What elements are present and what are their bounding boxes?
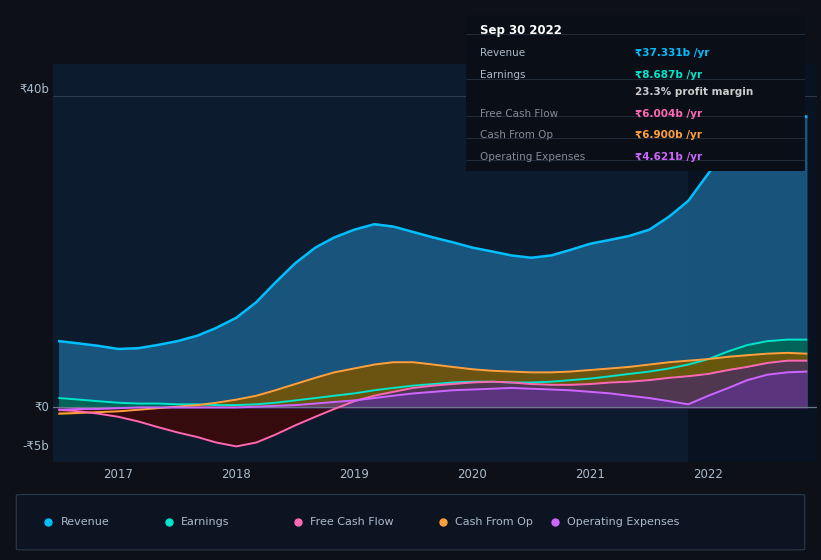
Bar <box>688 64 817 462</box>
Text: Free Cash Flow: Free Cash Flow <box>479 109 558 119</box>
Text: ₹4.621b /yr: ₹4.621b /yr <box>635 152 703 162</box>
Text: Free Cash Flow: Free Cash Flow <box>310 517 393 527</box>
Text: ₹40b: ₹40b <box>20 82 49 96</box>
Text: Sep 30 2022: Sep 30 2022 <box>479 25 562 38</box>
Text: Operating Expenses: Operating Expenses <box>567 517 680 527</box>
Text: Cash From Op: Cash From Op <box>455 517 533 527</box>
FancyBboxPatch shape <box>16 494 805 550</box>
Text: Earnings: Earnings <box>181 517 230 527</box>
Text: ₹0: ₹0 <box>34 401 49 414</box>
Text: ₹8.687b /yr: ₹8.687b /yr <box>635 69 703 80</box>
Text: ₹6.900b /yr: ₹6.900b /yr <box>635 130 702 141</box>
Text: 23.3% profit margin: 23.3% profit margin <box>635 87 754 97</box>
Text: ₹37.331b /yr: ₹37.331b /yr <box>635 48 710 58</box>
Text: ₹6.004b /yr: ₹6.004b /yr <box>635 109 703 119</box>
Text: Earnings: Earnings <box>479 69 525 80</box>
Text: -₹5b: -₹5b <box>23 440 49 453</box>
Text: Revenue: Revenue <box>61 517 109 527</box>
Text: Operating Expenses: Operating Expenses <box>479 152 585 162</box>
Text: Revenue: Revenue <box>479 48 525 58</box>
Text: Cash From Op: Cash From Op <box>479 130 553 141</box>
